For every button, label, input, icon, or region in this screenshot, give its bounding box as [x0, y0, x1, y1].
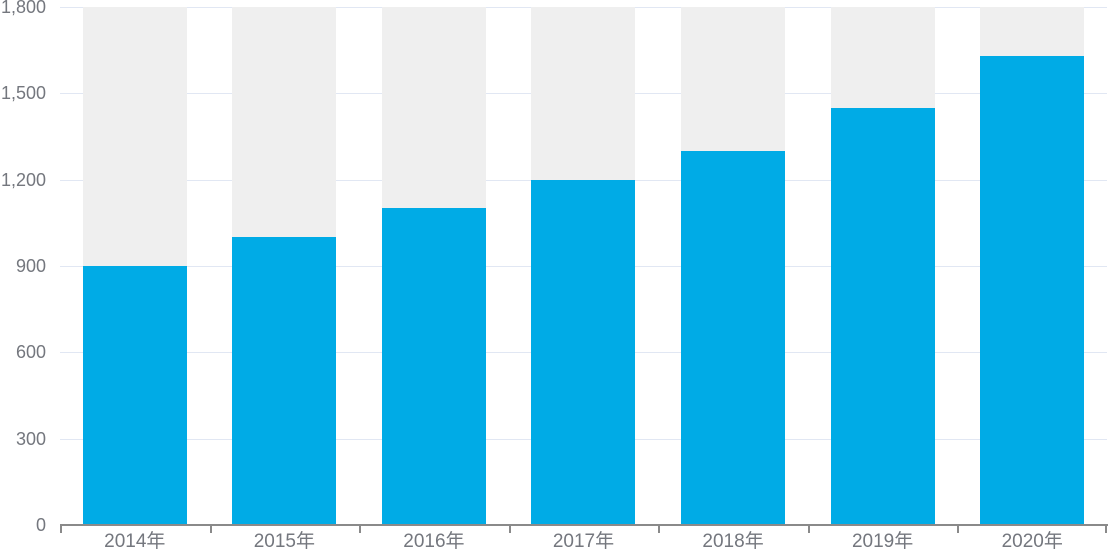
y-axis-tick-label-600: 600	[15, 342, 46, 363]
x-axis-tick	[807, 524, 810, 533]
bar-2019[interactable]	[830, 107, 935, 525]
category-2017	[509, 7, 659, 525]
x-axis-tick	[957, 524, 960, 533]
x-axis-tick	[359, 524, 362, 533]
category-2020	[957, 7, 1107, 525]
category-2016	[359, 7, 509, 525]
x-axis-tick	[1105, 524, 1107, 533]
bar-2014[interactable]	[82, 266, 187, 525]
x-axis-label-2019: 2019年	[851, 531, 914, 552]
y-axis-tick-label-1500: 1,500	[0, 83, 46, 104]
x-axis-tick	[209, 524, 212, 533]
x-axis-tick	[658, 524, 661, 533]
x-axis-line	[60, 524, 1108, 526]
x-axis-label-2018: 2018年	[702, 531, 764, 552]
category-2018	[658, 7, 808, 525]
bar-2015[interactable]	[232, 237, 337, 525]
x-axis-label-2014: 2014年	[104, 531, 166, 552]
category-2014	[60, 7, 210, 525]
y-axis-tick-label-1800: 1,800	[0, 0, 46, 17]
plot-area	[60, 7, 1107, 525]
y-axis-tick-label-300: 300	[15, 428, 46, 449]
bar-2020[interactable]	[980, 55, 1085, 525]
x-axis-label-2017: 2017年	[552, 531, 615, 552]
y-axis-tick-label-0: 0	[35, 515, 46, 535]
category-2015	[210, 7, 360, 525]
x-axis-label-2020: 2020年	[1001, 531, 1063, 552]
x-axis-label-2015: 2015年	[253, 531, 315, 552]
bar-2018[interactable]	[681, 150, 786, 525]
y-axis-tick-label-1200: 1,200	[0, 169, 46, 190]
bar-2017[interactable]	[531, 179, 636, 525]
x-axis-tick	[508, 524, 511, 533]
x-axis-label-2016: 2016年	[403, 531, 465, 552]
bar-2016[interactable]	[381, 208, 486, 525]
category-2019	[808, 7, 958, 525]
y-axis-tick-label-900: 900	[15, 256, 46, 276]
x-axis-tick	[60, 524, 62, 533]
